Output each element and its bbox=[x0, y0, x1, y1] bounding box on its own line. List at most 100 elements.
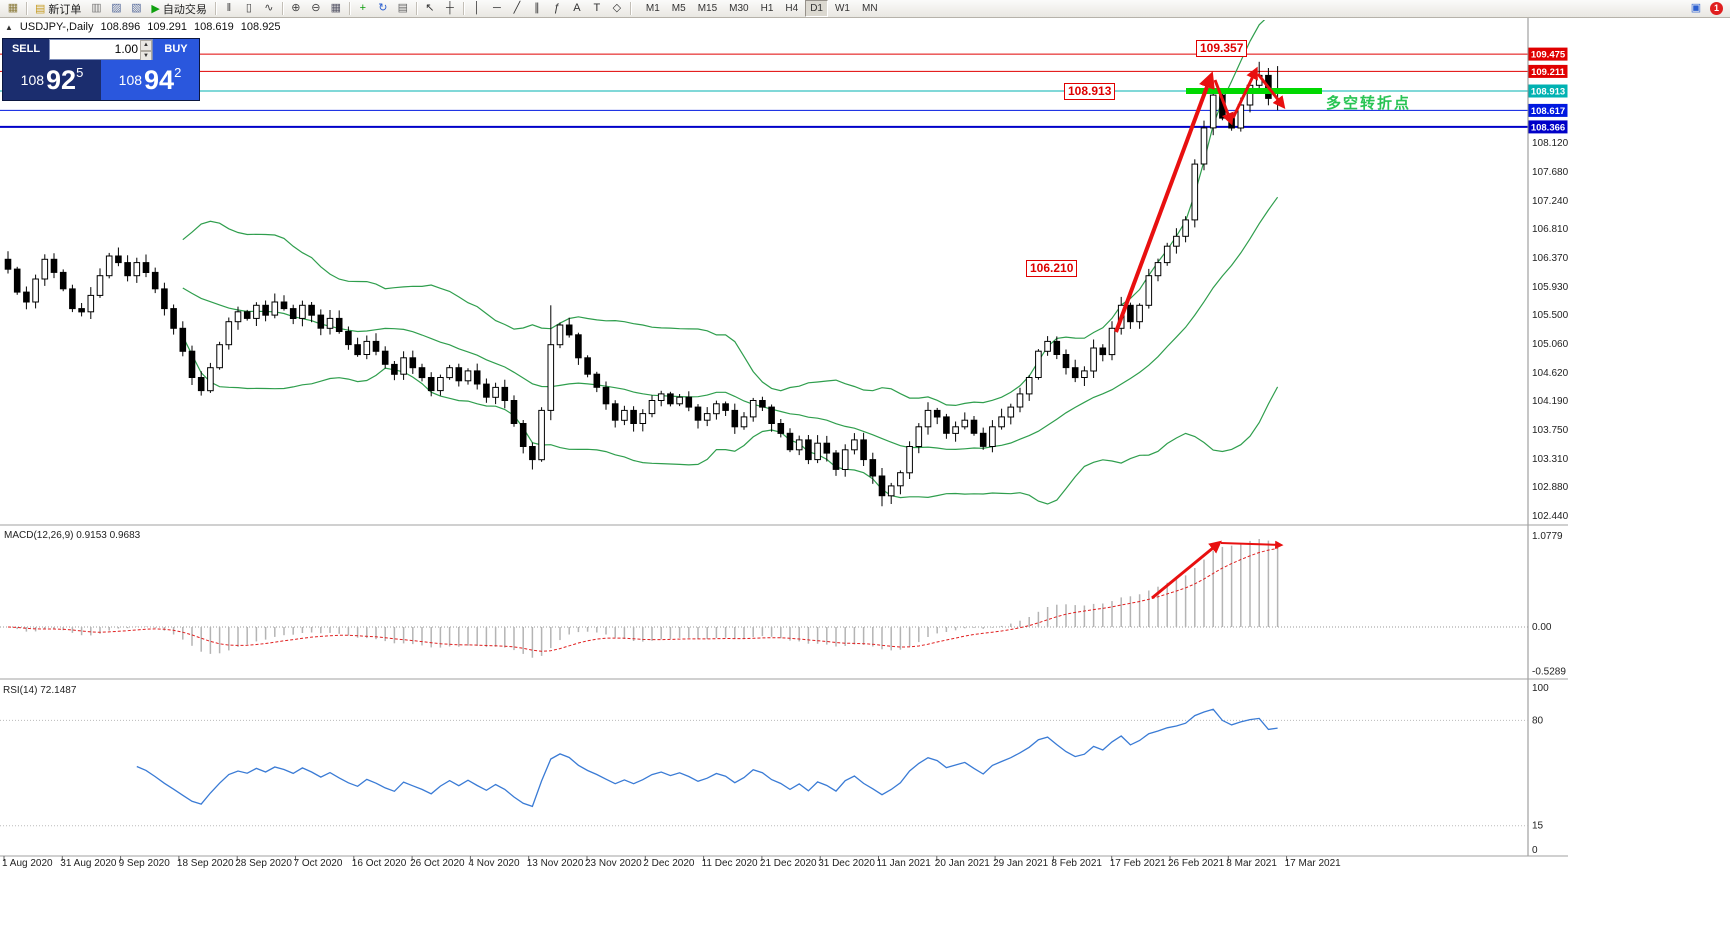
svg-text:105.060: 105.060 bbox=[1532, 339, 1569, 350]
cursor-icon[interactable]: ↖ bbox=[425, 1, 435, 14]
svg-text:8 Mar 2021: 8 Mar 2021 bbox=[1226, 858, 1277, 869]
svg-text:2 Dec 2020: 2 Dec 2020 bbox=[643, 858, 695, 869]
auto-trading-button[interactable]: ▶ 自动交易 bbox=[146, 1, 211, 17]
one-click-trading-panel: SELL 1.00 ▲ ▼ BUY 108 92 5 108 94 2 bbox=[2, 38, 200, 101]
sell-price-sup: 5 bbox=[76, 65, 84, 80]
timeframe-group: M1 M5 M15 M30 H1 H4 D1 W1 MN bbox=[640, 0, 884, 17]
volume-value[interactable]: 1.00 bbox=[114, 42, 138, 56]
buy-price-prefix: 108 bbox=[118, 72, 143, 88]
one-click-collapse-icon[interactable]: ▲ bbox=[5, 22, 13, 32]
timeframe-m5[interactable]: M5 bbox=[671, 3, 686, 14]
timeframe-d1[interactable]: D1 bbox=[805, 0, 828, 17]
notification-badge[interactable]: 1 bbox=[1710, 2, 1723, 15]
svg-text:0.00: 0.00 bbox=[1532, 622, 1552, 633]
horizontal-line-tool-icon[interactable]: ─ bbox=[492, 1, 501, 14]
svg-text:109.475: 109.475 bbox=[1531, 50, 1566, 61]
buy-button[interactable]: BUY bbox=[153, 39, 199, 60]
ohlc-open: 108.896 bbox=[100, 21, 141, 33]
svg-text:16 Oct 2020: 16 Oct 2020 bbox=[352, 858, 407, 869]
svg-text:4 Nov 2020: 4 Nov 2020 bbox=[468, 858, 520, 869]
ohlc-high: 109.291 bbox=[147, 21, 188, 33]
svg-text:11 Jan 2021: 11 Jan 2021 bbox=[877, 858, 932, 869]
timeframe-m30[interactable]: M30 bbox=[729, 3, 749, 14]
svg-text:23 Nov 2020: 23 Nov 2020 bbox=[585, 858, 642, 869]
buy-price[interactable]: 108 94 2 bbox=[101, 60, 199, 100]
channel-tool-icon[interactable]: ∥ bbox=[534, 1, 540, 14]
candlestick-mode-icon[interactable]: ▯ bbox=[245, 1, 252, 14]
svg-text:108.366: 108.366 bbox=[1531, 122, 1565, 133]
svg-text:31 Dec 2020: 31 Dec 2020 bbox=[818, 858, 875, 869]
svg-text:109.211: 109.211 bbox=[1531, 67, 1566, 78]
period-cycle-icon[interactable]: ↻ bbox=[378, 1, 388, 14]
fibonacci-tool-icon[interactable]: ƒ bbox=[553, 1, 560, 14]
text-tool-icon[interactable]: A bbox=[573, 1, 581, 14]
svg-text:21 Dec 2020: 21 Dec 2020 bbox=[760, 858, 817, 869]
svg-text:106.370: 106.370 bbox=[1532, 253, 1569, 264]
svg-text:105.500: 105.500 bbox=[1532, 310, 1569, 321]
shapes-tool-icon[interactable]: ◇ bbox=[612, 1, 622, 14]
volume-field[interactable]: 1.00 ▲ ▼ bbox=[49, 39, 153, 62]
turning-point-note[interactable]: 多空转折点 bbox=[1326, 95, 1412, 112]
auto-trading-button-label: 自动交易 bbox=[162, 3, 207, 16]
bar-chart-mode-icon[interactable]: ‖ bbox=[226, 1, 232, 14]
symbol-timeframe-label: USDJPY-,Daily bbox=[19, 21, 94, 33]
svg-text:-0.5289: -0.5289 bbox=[1532, 667, 1566, 678]
indicators-add-icon[interactable]: + bbox=[359, 1, 367, 14]
timeframe-m1[interactable]: M1 bbox=[645, 3, 660, 14]
svg-text:20 Jan 2021: 20 Jan 2021 bbox=[935, 858, 990, 869]
svg-text:1 Aug 2020: 1 Aug 2020 bbox=[2, 858, 53, 869]
sell-price-prefix: 108 bbox=[20, 72, 45, 88]
tile-windows-icon[interactable]: ▦ bbox=[330, 1, 342, 14]
svg-text:18 Sep 2020: 18 Sep 2020 bbox=[177, 858, 234, 869]
sell-price[interactable]: 108 92 5 bbox=[3, 60, 101, 100]
price-annotation-box[interactable]: 109.357 bbox=[1196, 40, 1248, 57]
chart-canvas[interactable]: 108.120 107.680 107.240 106.810 106.370 105.9… bbox=[0, 18, 1730, 943]
timeframe-h1[interactable]: H1 bbox=[760, 3, 774, 14]
svg-text:104.190: 104.190 bbox=[1532, 396, 1569, 407]
svg-text:108.617: 108.617 bbox=[1531, 106, 1565, 117]
zoom-out-icon[interactable]: ⊖ bbox=[311, 1, 321, 14]
svg-text:100: 100 bbox=[1532, 683, 1549, 694]
svg-text:8 Feb 2021: 8 Feb 2021 bbox=[1051, 858, 1102, 869]
price-annotation-box[interactable]: 108.913 bbox=[1064, 83, 1116, 100]
price-annotation-box[interactable]: 106.210 bbox=[1026, 260, 1078, 277]
sell-button[interactable]: SELL bbox=[3, 39, 49, 60]
svg-text:0: 0 bbox=[1532, 845, 1538, 856]
svg-text:103.310: 103.310 bbox=[1532, 454, 1569, 465]
timeframe-w1[interactable]: W1 bbox=[834, 3, 850, 14]
zoom-in-icon[interactable]: ⊕ bbox=[291, 1, 301, 14]
ohlc-close: 108.925 bbox=[240, 21, 281, 33]
toolbar-separator bbox=[281, 2, 283, 15]
profiles-icon[interactable]: ▥ bbox=[91, 1, 102, 14]
new-chart-icon[interactable]: ▦ bbox=[7, 1, 19, 14]
rsi-indicator-label: RSI(14) 72.1487 bbox=[3, 685, 77, 696]
new-order-button-icon: ▤ bbox=[35, 3, 46, 15]
vertical-line-tool-icon[interactable]: │ bbox=[473, 1, 481, 14]
svg-text:11 Dec 2020: 11 Dec 2020 bbox=[702, 858, 758, 869]
line-chart-mode-icon[interactable]: ∿ bbox=[264, 1, 274, 14]
timeframe-h4[interactable]: H4 bbox=[785, 3, 799, 14]
svg-text:102.880: 102.880 bbox=[1532, 482, 1569, 493]
new-order-button[interactable]: ▤ 新订单 bbox=[30, 1, 86, 17]
navigator-icon[interactable]: ▧ bbox=[131, 1, 142, 14]
svg-text:80: 80 bbox=[1532, 715, 1544, 726]
new-order-button-label: 新订单 bbox=[48, 3, 82, 16]
toolbar-separator bbox=[214, 2, 216, 15]
timeframe-mn[interactable]: MN bbox=[861, 3, 878, 14]
svg-text:17 Feb 2021: 17 Feb 2021 bbox=[1110, 858, 1167, 869]
svg-text:104.620: 104.620 bbox=[1532, 368, 1569, 379]
trendline-tool-icon[interactable]: ╱ bbox=[513, 1, 521, 14]
templates-icon[interactable]: ▤ bbox=[397, 1, 409, 14]
volume-up-button[interactable]: ▲ bbox=[140, 40, 152, 51]
toolbar-separator bbox=[348, 2, 350, 15]
svg-text:102.440: 102.440 bbox=[1532, 511, 1569, 522]
crosshair-icon[interactable]: ┼ bbox=[445, 1, 454, 14]
community-icon[interactable]: ▣ bbox=[1690, 1, 1702, 14]
label-tool-icon[interactable]: T bbox=[593, 1, 601, 14]
toolbar-separator bbox=[629, 2, 631, 15]
timeframe-m15[interactable]: M15 bbox=[697, 3, 718, 14]
svg-text:107.680: 107.680 bbox=[1532, 167, 1569, 178]
macd-indicator-label: MACD(12,26,9) 0.9153 0.9683 bbox=[4, 530, 141, 541]
market-watch-icon[interactable]: ▨ bbox=[111, 1, 122, 14]
toolbar-separator bbox=[26, 2, 27, 15]
